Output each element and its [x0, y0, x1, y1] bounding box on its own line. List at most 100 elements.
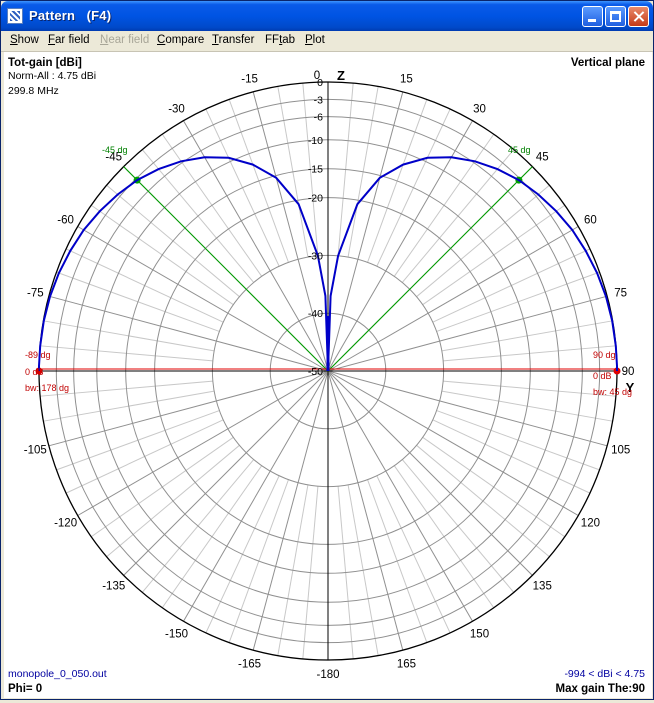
grid-spoke — [77, 370, 329, 516]
radial-tick-label: -40 — [308, 308, 323, 320]
angle-tick-label: 90 — [622, 366, 635, 378]
plot-area: 0 15 30 45 60 75 90 105 120 135 150 165 -180 -165 -150… — [4, 52, 652, 698]
menu-fftab[interactable]: FFtab — [265, 34, 295, 46]
menu-show-rest: how — [17, 34, 39, 46]
beamwidth-marker-line — [123, 166, 329, 372]
angle-tick-label: 15 — [400, 73, 413, 85]
radial-tick-label: -10 — [308, 135, 323, 147]
title-bar[interactable]: Pattern (F4) — [1, 1, 653, 31]
max-gain-label: Max gain The:90 — [556, 683, 645, 695]
menu-plot-mnemonic: P — [305, 34, 313, 46]
grid-spoke — [327, 91, 404, 372]
menu-fftab-rest: ab — [282, 34, 296, 46]
maximize-button[interactable] — [605, 6, 626, 27]
beamwidth-marker-line — [327, 166, 533, 372]
range-label: -994 < dBi < 4.75 — [564, 668, 645, 680]
close-button[interactable] — [628, 6, 649, 27]
norm-label: Norm-All : 4.75 dBi — [8, 70, 96, 82]
grid-spoke — [123, 370, 329, 576]
angle-tick-label: -75 — [27, 288, 44, 300]
grid-spoke — [183, 370, 329, 622]
menu-far-field[interactable]: Far field — [48, 34, 90, 46]
angle-tick-label: 120 — [581, 518, 600, 530]
radial-tick-label: -30 — [308, 250, 323, 262]
menu-compare-rest: ompare — [165, 34, 205, 46]
angle-tick-label: 0 — [314, 70, 320, 82]
grid-spoke — [48, 295, 329, 372]
radial-tick-label: -3 — [314, 94, 323, 106]
grid-spoke — [327, 370, 473, 622]
radial-tick-label: 0 — [317, 77, 323, 89]
menu-far-field-rest: ar field — [55, 34, 90, 46]
menu-near-field: Near field — [100, 34, 149, 46]
grid-spoke — [252, 370, 329, 651]
grid-spoke — [183, 120, 329, 372]
right-bw-label: bw: 45 dg — [593, 387, 632, 397]
left-bw-label: bw: 178 dg — [25, 383, 69, 393]
polar-grid — [38, 81, 618, 661]
angle-tick-label: -60 — [57, 215, 74, 227]
grid-spoke — [327, 370, 404, 651]
angle-tick-label: -180 — [316, 669, 339, 681]
menu-far-field-mnemonic: F — [48, 34, 56, 46]
angle-tick-label: 135 — [533, 580, 552, 592]
menu-transfer-mnemonic: T — [212, 34, 219, 46]
grid-spoke — [327, 295, 608, 372]
grid-spoke — [252, 91, 329, 372]
grid-spoke — [77, 226, 329, 372]
menu-transfer[interactable]: Transfer — [212, 34, 254, 46]
menu-plot[interactable]: Plot — [305, 34, 325, 46]
radial-tick-label: -50 — [308, 366, 323, 378]
angle-tick-label: -135 — [102, 580, 125, 592]
angle-tick-label: 75 — [614, 288, 627, 300]
menu-fftab-pre: FF — [265, 34, 280, 46]
phi-label: Phi= 0 — [8, 683, 42, 695]
polar-chart: 0 153045607590105120135150165-180-165-150… — [8, 57, 645, 695]
menu-show[interactable]: Show — [10, 34, 39, 46]
window-title: Pattern (F4) — [29, 8, 112, 23]
right-45-label: 45 dg — [508, 145, 531, 155]
pattern-curve-right — [327, 156, 618, 372]
angle-tick-label: 150 — [470, 628, 489, 640]
angle-tick-label: -120 — [54, 518, 77, 530]
menu-compare[interactable]: Compare — [157, 34, 204, 46]
menu-near-field-mnemonic: N — [100, 34, 109, 46]
left-level-label: 0 dB — [25, 367, 44, 377]
menu-compare-mnemonic: C — [157, 34, 166, 46]
chart-labels: 0 153045607590105120135150165-180-165-150… — [24, 68, 635, 681]
left-max-label: -89 dg — [25, 350, 51, 360]
angle-tick-label: -30 — [168, 104, 185, 116]
menu-plot-rest: lot — [312, 34, 325, 46]
angle-tick-label: -165 — [238, 659, 261, 671]
filename-label: monopole_0_050.out — [8, 668, 107, 680]
right-level-label: 0 dB — [593, 371, 612, 381]
angle-tick-label: 30 — [473, 104, 486, 116]
grid-spoke — [327, 370, 579, 516]
grid-spoke — [327, 370, 608, 447]
angle-tick-label: -150 — [165, 628, 188, 640]
quantity-title: Tot-gain [dBi] — [8, 57, 82, 69]
left-45-label: -45 dg — [102, 145, 128, 155]
angle-tick-label: 165 — [397, 659, 416, 671]
menu-near-field-rest: ear field — [108, 34, 150, 46]
grid-spoke — [48, 370, 329, 447]
radial-tick-label: -6 — [314, 112, 323, 124]
menu-bar: Show Far field Near field Compare Transf… — [1, 31, 653, 52]
pattern-curve-left — [38, 156, 329, 372]
grid-spoke — [327, 370, 533, 576]
plane-label: Vertical plane — [571, 57, 645, 69]
z-axis-label: Z — [337, 68, 345, 83]
angle-tick-label: -105 — [24, 444, 47, 456]
grid-spoke — [327, 226, 579, 372]
right-max-label: 90 dg — [593, 350, 616, 360]
menu-transfer-rest: ransfer — [218, 34, 255, 46]
app-icon[interactable] — [7, 8, 23, 24]
pattern-layer — [38, 156, 618, 372]
menu-fftab-mnemonic: t — [279, 34, 283, 46]
frequency-label: 299.8 MHz — [8, 85, 59, 97]
radial-tick-label: -20 — [308, 193, 323, 205]
minimize-button[interactable] — [582, 6, 603, 27]
grid-spoke — [327, 120, 473, 372]
radial-tick-label: -15 — [308, 164, 323, 176]
